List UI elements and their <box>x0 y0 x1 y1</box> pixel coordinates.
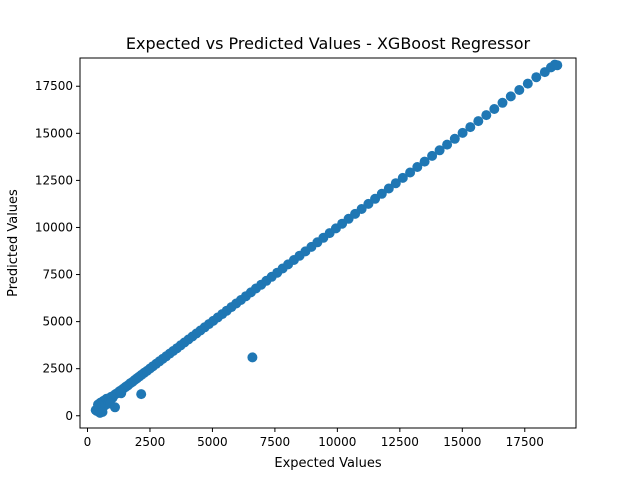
data-point <box>481 110 492 121</box>
y-axis-label: Predicted Values <box>6 189 21 297</box>
y-tick-label: 5000 <box>42 315 73 329</box>
data-point <box>505 91 516 102</box>
data-point <box>434 145 445 156</box>
data-point <box>412 162 423 172</box>
data-point <box>97 407 108 417</box>
x-axis-label: Expected Values <box>274 456 381 471</box>
data-point <box>514 85 525 95</box>
y-tick-label: 7500 <box>42 268 73 282</box>
y-axis-ticks: 0 2500 5000 7500 10000 12500 15000 17500 <box>35 79 80 423</box>
data-point <box>376 188 387 199</box>
plot-frame <box>79 57 577 429</box>
x-tick-label: 0 <box>84 435 92 449</box>
x-tick-label: 10000 <box>318 435 356 449</box>
x-tick-label: 15000 <box>443 435 481 449</box>
data-points <box>90 59 563 418</box>
data-point <box>383 183 394 194</box>
data-point <box>457 127 468 138</box>
x-tick-label: 7500 <box>260 435 291 449</box>
data-point <box>442 139 453 150</box>
data-point <box>465 122 476 133</box>
data-point <box>356 204 367 214</box>
x-tick-label: 12500 <box>381 435 419 449</box>
x-tick-label: 5000 <box>197 435 228 449</box>
x-tick-label: 2500 <box>135 435 166 449</box>
data-point <box>552 60 563 71</box>
y-tick-label: 0 <box>65 409 73 423</box>
data-point <box>397 172 408 183</box>
x-axis-ticks: 0 2500 5000 7500 10000 12500 15000 17500 <box>84 428 544 449</box>
data-point <box>136 389 147 400</box>
x-tick-label: 17500 <box>506 435 544 449</box>
data-point <box>390 178 401 189</box>
data-point <box>247 352 258 363</box>
data-point <box>427 150 438 161</box>
y-tick-label: 2500 <box>42 362 73 376</box>
data-point <box>473 116 484 127</box>
y-tick-label: 10000 <box>35 220 73 234</box>
data-point <box>522 78 533 89</box>
y-tick-label: 12500 <box>35 173 73 187</box>
chart-title: Expected vs Predicted Values - XGBoost R… <box>126 34 531 53</box>
data-point <box>110 402 120 413</box>
data-point <box>419 156 430 167</box>
data-point <box>405 167 416 178</box>
data-point <box>449 133 460 144</box>
y-tick-label: 17500 <box>35 79 73 93</box>
data-point <box>497 97 508 108</box>
data-point <box>116 388 127 399</box>
y-tick-label: 15000 <box>35 126 73 140</box>
data-point <box>489 104 500 114</box>
data-point <box>531 72 542 83</box>
